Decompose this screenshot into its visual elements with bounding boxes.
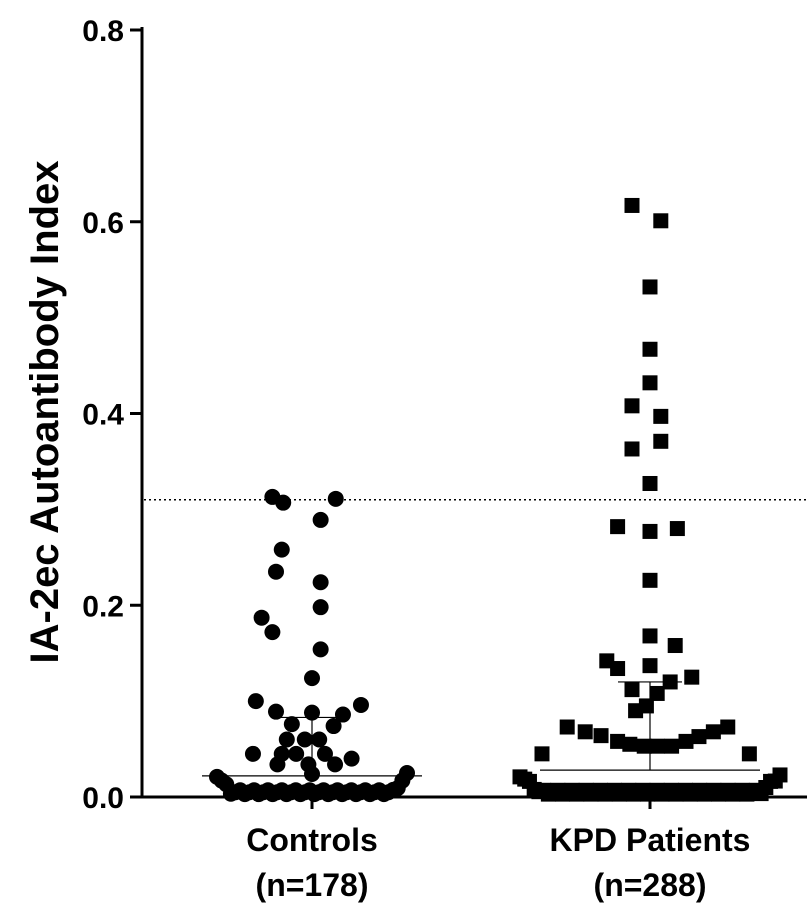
data-point <box>628 703 644 719</box>
data-point <box>684 669 700 685</box>
data-point <box>642 658 658 674</box>
data-point <box>312 599 329 616</box>
data-point <box>642 475 658 491</box>
y-axis-label: IA-2ec Autoantibody Index <box>23 160 67 663</box>
data-point <box>273 541 290 558</box>
data-point <box>653 213 669 229</box>
data-point <box>304 765 320 782</box>
data-point <box>642 523 658 539</box>
data-point <box>316 745 333 762</box>
data-point <box>622 736 638 752</box>
data-point <box>244 745 261 762</box>
data-point <box>667 638 683 654</box>
data-point <box>649 738 665 754</box>
data-point <box>624 682 640 698</box>
data-point <box>327 490 344 507</box>
data-point <box>268 563 284 580</box>
data-point <box>642 279 658 295</box>
data-point <box>593 728 609 744</box>
category-n-label: (n=178) <box>256 867 369 903</box>
data-point <box>296 731 313 748</box>
data-point <box>559 719 575 735</box>
data-point <box>288 745 305 762</box>
data-point <box>662 674 678 690</box>
data-point <box>268 703 284 720</box>
data-points <box>209 197 788 803</box>
data-point <box>610 733 626 749</box>
data-point <box>642 341 658 357</box>
baseline-point <box>399 765 415 782</box>
data-point <box>610 519 626 535</box>
axes: 0.0 0.2 0.4 0.6 0.8 <box>82 15 807 815</box>
data-point <box>705 724 721 740</box>
data-point <box>624 197 640 213</box>
data-point <box>269 756 286 773</box>
data-point <box>624 398 640 414</box>
category-labels: Controls (n=178) KPD Patients (n=288) <box>246 822 750 903</box>
data-point <box>624 441 640 457</box>
data-point <box>669 521 685 537</box>
data-point <box>253 609 270 626</box>
data-point <box>534 746 550 762</box>
data-point <box>283 716 300 733</box>
data-point <box>278 731 295 748</box>
data-point <box>343 750 360 767</box>
data-point <box>312 574 329 591</box>
data-point <box>642 572 658 588</box>
data-point <box>264 624 281 641</box>
data-point <box>636 738 652 754</box>
y-tick-label: 0.2 <box>82 590 124 623</box>
data-point <box>325 718 342 735</box>
data-point <box>312 511 329 528</box>
data-point <box>304 670 320 687</box>
y-tick-label: 0.6 <box>82 207 124 240</box>
data-point <box>610 661 626 677</box>
y-ticks: 0.0 0.2 0.4 0.6 0.8 <box>82 15 142 815</box>
data-point <box>653 433 669 449</box>
category-label: Controls <box>246 822 378 858</box>
data-point <box>312 641 329 658</box>
y-tick-label: 0.0 <box>82 782 124 815</box>
data-point <box>741 746 757 762</box>
data-point <box>311 731 328 748</box>
data-point <box>304 704 320 721</box>
data-point <box>275 494 292 511</box>
data-point <box>664 738 680 754</box>
y-tick-label: 0.8 <box>82 15 124 48</box>
data-point <box>653 408 669 424</box>
data-point <box>642 628 658 644</box>
category-n-label: (n=288) <box>594 867 707 903</box>
data-point <box>678 733 694 749</box>
data-point <box>649 685 665 701</box>
data-point <box>577 724 593 740</box>
data-point <box>691 729 707 745</box>
data-point <box>642 375 658 391</box>
baseline-point <box>772 767 788 783</box>
data-point <box>334 706 351 723</box>
data-point <box>247 693 264 710</box>
y-tick-label: 0.4 <box>82 399 124 432</box>
data-point <box>352 696 369 713</box>
data-point <box>327 756 344 773</box>
data-point <box>720 719 736 735</box>
category-label: KPD Patients <box>550 822 751 858</box>
